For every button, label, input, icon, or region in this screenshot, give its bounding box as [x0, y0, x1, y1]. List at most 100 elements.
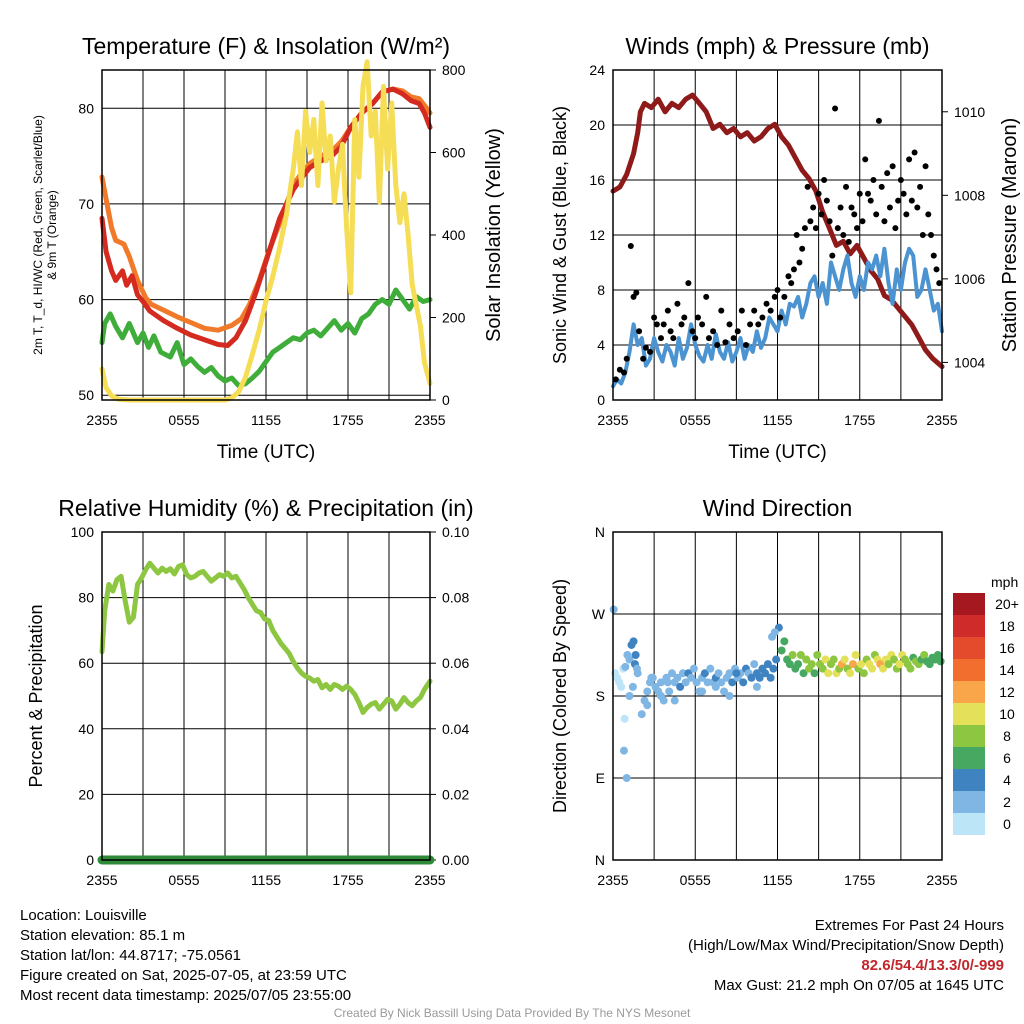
direction-direction-point: [681, 678, 690, 687]
winds-gust-point: [681, 314, 688, 321]
direction-title: Wind Direction: [703, 495, 853, 521]
winds-gust-point: [804, 183, 811, 190]
direction-direction-point: [785, 660, 794, 669]
direction-frame: [612, 531, 943, 861]
direction-direction-point: [732, 669, 741, 678]
winds-y-tick-label: 0: [597, 392, 605, 408]
winds-gust-point: [694, 314, 701, 321]
direction-direction-point: [777, 646, 786, 655]
direction-direction-point: [689, 664, 698, 673]
winds-gust-point: [895, 197, 902, 204]
winds-gust-point: [854, 225, 861, 232]
temperature-y2-tick-label: 800: [442, 62, 466, 78]
temperature-frame: [101, 69, 431, 401]
direction-x-tick-label: 0555: [680, 872, 711, 888]
direction-direction-point: [717, 678, 726, 687]
direction-direction-point: [766, 673, 775, 682]
winds-gust-point: [843, 183, 850, 190]
winds-gust-point: [703, 293, 710, 300]
winds-x-tick-label: 1155: [762, 412, 792, 428]
colorbar-swatch: [953, 769, 985, 791]
direction-direction-point: [676, 682, 685, 691]
humidity-y-tick-label: 40: [78, 721, 94, 737]
winds-gust-point: [936, 280, 943, 287]
temperature-x-tick-label: 0555: [168, 412, 199, 428]
direction-direction-point: [761, 669, 770, 678]
direction-direction-point: [637, 710, 646, 719]
colorbar-label: 14: [999, 662, 1015, 678]
winds-gust-point: [930, 252, 937, 259]
winds-gust-point: [781, 293, 788, 300]
humidity-y-tick-label: 60: [78, 655, 94, 671]
direction-direction-point: [628, 682, 637, 691]
direction-direction-point: [620, 714, 629, 723]
direction-direction-point: [647, 673, 656, 682]
winds-gust-point: [928, 232, 935, 238]
winds-gust-point: [747, 321, 754, 328]
humidity-y2-tick-label: 0.08: [442, 590, 469, 606]
direction-direction-point: [678, 669, 687, 678]
winds-gust-point: [914, 204, 921, 211]
humidity-x-tick-label: 2355: [414, 872, 445, 888]
direction-direction-point: [857, 660, 866, 669]
temperature-panel: Temperature (F) & Insolation (W/m²) 2355 0…: [31, 33, 505, 463]
winds-gust-point: [689, 328, 696, 335]
winds-gust-point: [829, 252, 836, 259]
winds-gust-point: [884, 170, 891, 177]
winds-gust-point: [692, 335, 699, 342]
station-info: Location: Louisville Station elevation: …: [20, 906, 351, 1006]
direction-direction-point: [794, 660, 803, 669]
winds-gust-point: [722, 339, 729, 346]
colorbar-label: 10: [999, 706, 1015, 722]
winds-gust-point: [834, 225, 841, 232]
winds-gust-point: [903, 211, 910, 218]
winds-gust-point: [848, 204, 855, 211]
winds-y-tick-label: 24: [589, 62, 605, 78]
winds-gust-point: [933, 266, 940, 273]
direction-direction-point: [813, 651, 822, 659]
winds-gust-point: [812, 225, 819, 232]
direction-direction-point: [629, 637, 638, 646]
winds-gust-point: [815, 190, 822, 197]
direction-direction-point: [619, 746, 628, 755]
direction-direction-point: [769, 664, 778, 673]
direction-y-tick-label: N: [595, 852, 605, 868]
winds-gust-point: [900, 190, 907, 197]
colorbar-swatch: [953, 747, 985, 769]
temperature-x-tick-label: 2355: [86, 412, 117, 428]
temperature-y-tick-label: 70: [78, 196, 94, 212]
direction-direction-point: [625, 692, 634, 700]
winds-gust-point: [670, 335, 677, 342]
winds-gust-point: [917, 183, 924, 190]
temperature-y2-axis-label: Solar Insolation (Yellow): [483, 128, 505, 342]
direction-direction-point: [622, 774, 631, 782]
direction-x-tick-label: 2355: [597, 872, 628, 888]
winds-y2-tick-label: 1010: [954, 104, 985, 120]
winds-y-tick-label: 20: [589, 117, 605, 133]
direction-direction-point: [643, 701, 652, 710]
winds-gust-point: [657, 335, 664, 342]
direction-direction-point: [799, 669, 808, 678]
humidity-y2-tick-label: 0.06: [442, 655, 469, 671]
winds-gust-point: [642, 344, 649, 351]
winds-gust-point: [851, 211, 858, 218]
winds-gust-point: [678, 321, 685, 328]
winds-gust-point: [730, 335, 737, 342]
direction-direction-point: [687, 673, 696, 682]
direction-direction-point: [802, 655, 811, 664]
winds-x-axis-label: Time (UTC): [728, 442, 827, 463]
temperature-y2-tick-label: 0: [442, 392, 450, 408]
temperature-y-axis-label: 2m T, T_d, HI/WC (Red, Green, Scarlet/Bl…: [31, 115, 59, 355]
humidity-y-axis-label: Percent & Precipitation: [26, 604, 46, 787]
winds-gust-point: [647, 348, 654, 355]
direction-direction-point: [859, 669, 868, 678]
direction-direction-point: [663, 678, 672, 687]
direction-direction-point: [824, 669, 833, 678]
winds-gust-point: [793, 232, 800, 238]
humidity-panel: Relative Humidity (%) & Precipitation (i…: [26, 495, 474, 888]
temperature-series-line-3: [99, 59, 433, 403]
direction-direction-point: [879, 664, 888, 673]
winds-gust-point: [640, 355, 647, 362]
temperature-x-axis-label: Time (UTC): [217, 442, 316, 463]
winds-y2-tick-label: 1006: [954, 271, 985, 287]
